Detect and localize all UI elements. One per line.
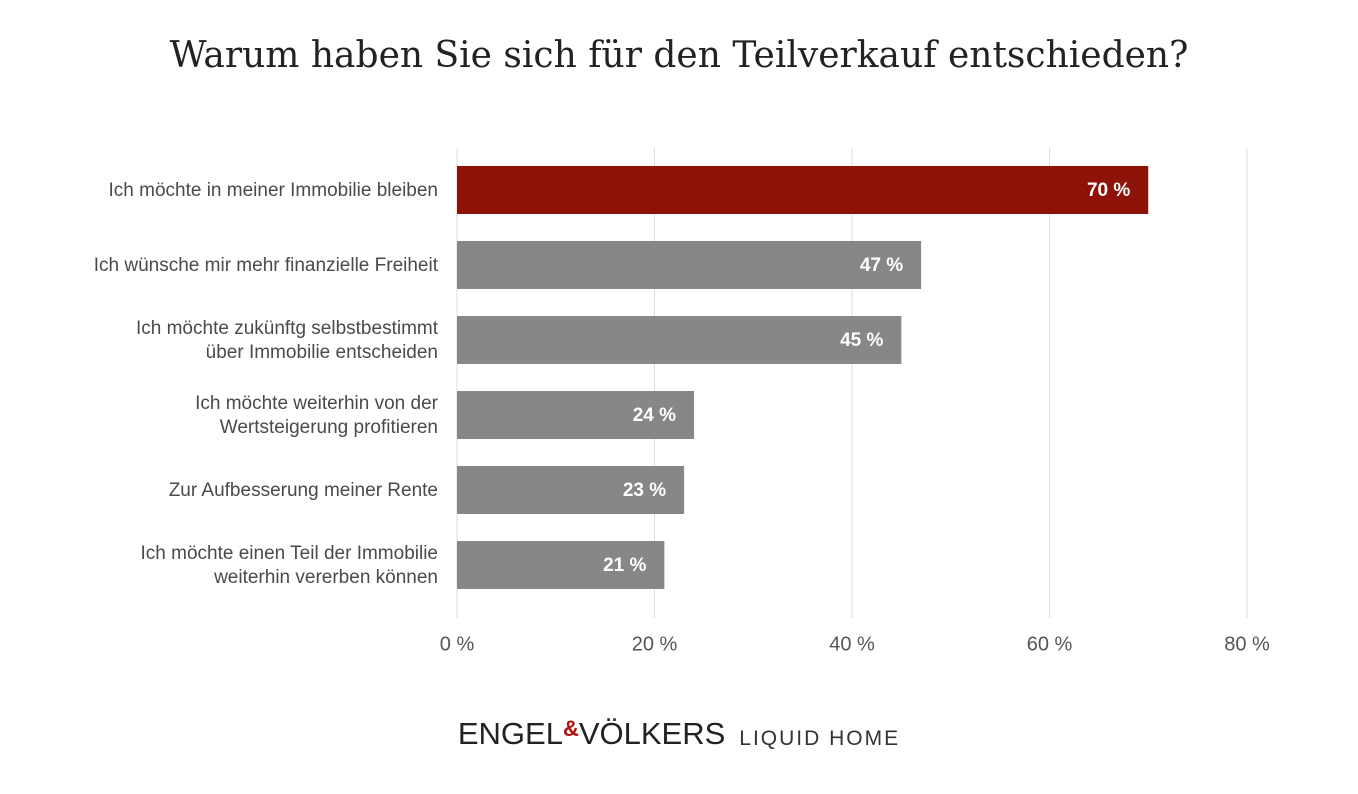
category-label: Zur Aufbesserung meiner Rente [169,480,438,501]
bar [457,241,922,289]
brand-part: VÖLKERS [579,716,725,751]
value-label: 70 % [1087,180,1130,201]
brand-part: & [563,716,579,741]
category-label: Ich möchte weiterhin von der Wertsteigeru… [195,393,439,438]
bar [457,541,665,589]
bar [457,466,685,514]
category-label: Ich wünsche mir mehr finanzielle Freihei… [94,255,439,276]
category-label: Ich möchte in meiner Immobilie bleiben [109,180,439,201]
value-label: 47 % [860,255,903,276]
x-tick-label: 40 % [829,633,875,655]
bar [457,316,902,364]
x-tick-label: 20 % [632,633,678,655]
value-label: 21 % [603,555,646,576]
bar [457,391,694,439]
brand-tagline: LIQUID HOME [739,727,900,750]
category-label: Ich möchte zukünftg selbstbestimmt über I… [136,318,439,363]
category-label: Ich möchte einen Teil der Immobilie weite… [141,543,438,588]
brand-logo: ENGEL&VÖLKERS LIQUID HOME [458,716,900,751]
bar [457,166,1149,214]
value-label: 45 % [840,330,883,351]
value-label: 24 % [633,405,676,426]
x-tick-label: 80 % [1224,633,1270,655]
x-tick-label: 60 % [1027,633,1073,655]
value-label: 23 % [623,480,666,501]
brand-part: ENGEL [458,716,563,751]
x-tick-label: 0 % [440,633,475,655]
chart-title: Warum haben Sie sich für den Teilverkauf… [170,35,1189,76]
